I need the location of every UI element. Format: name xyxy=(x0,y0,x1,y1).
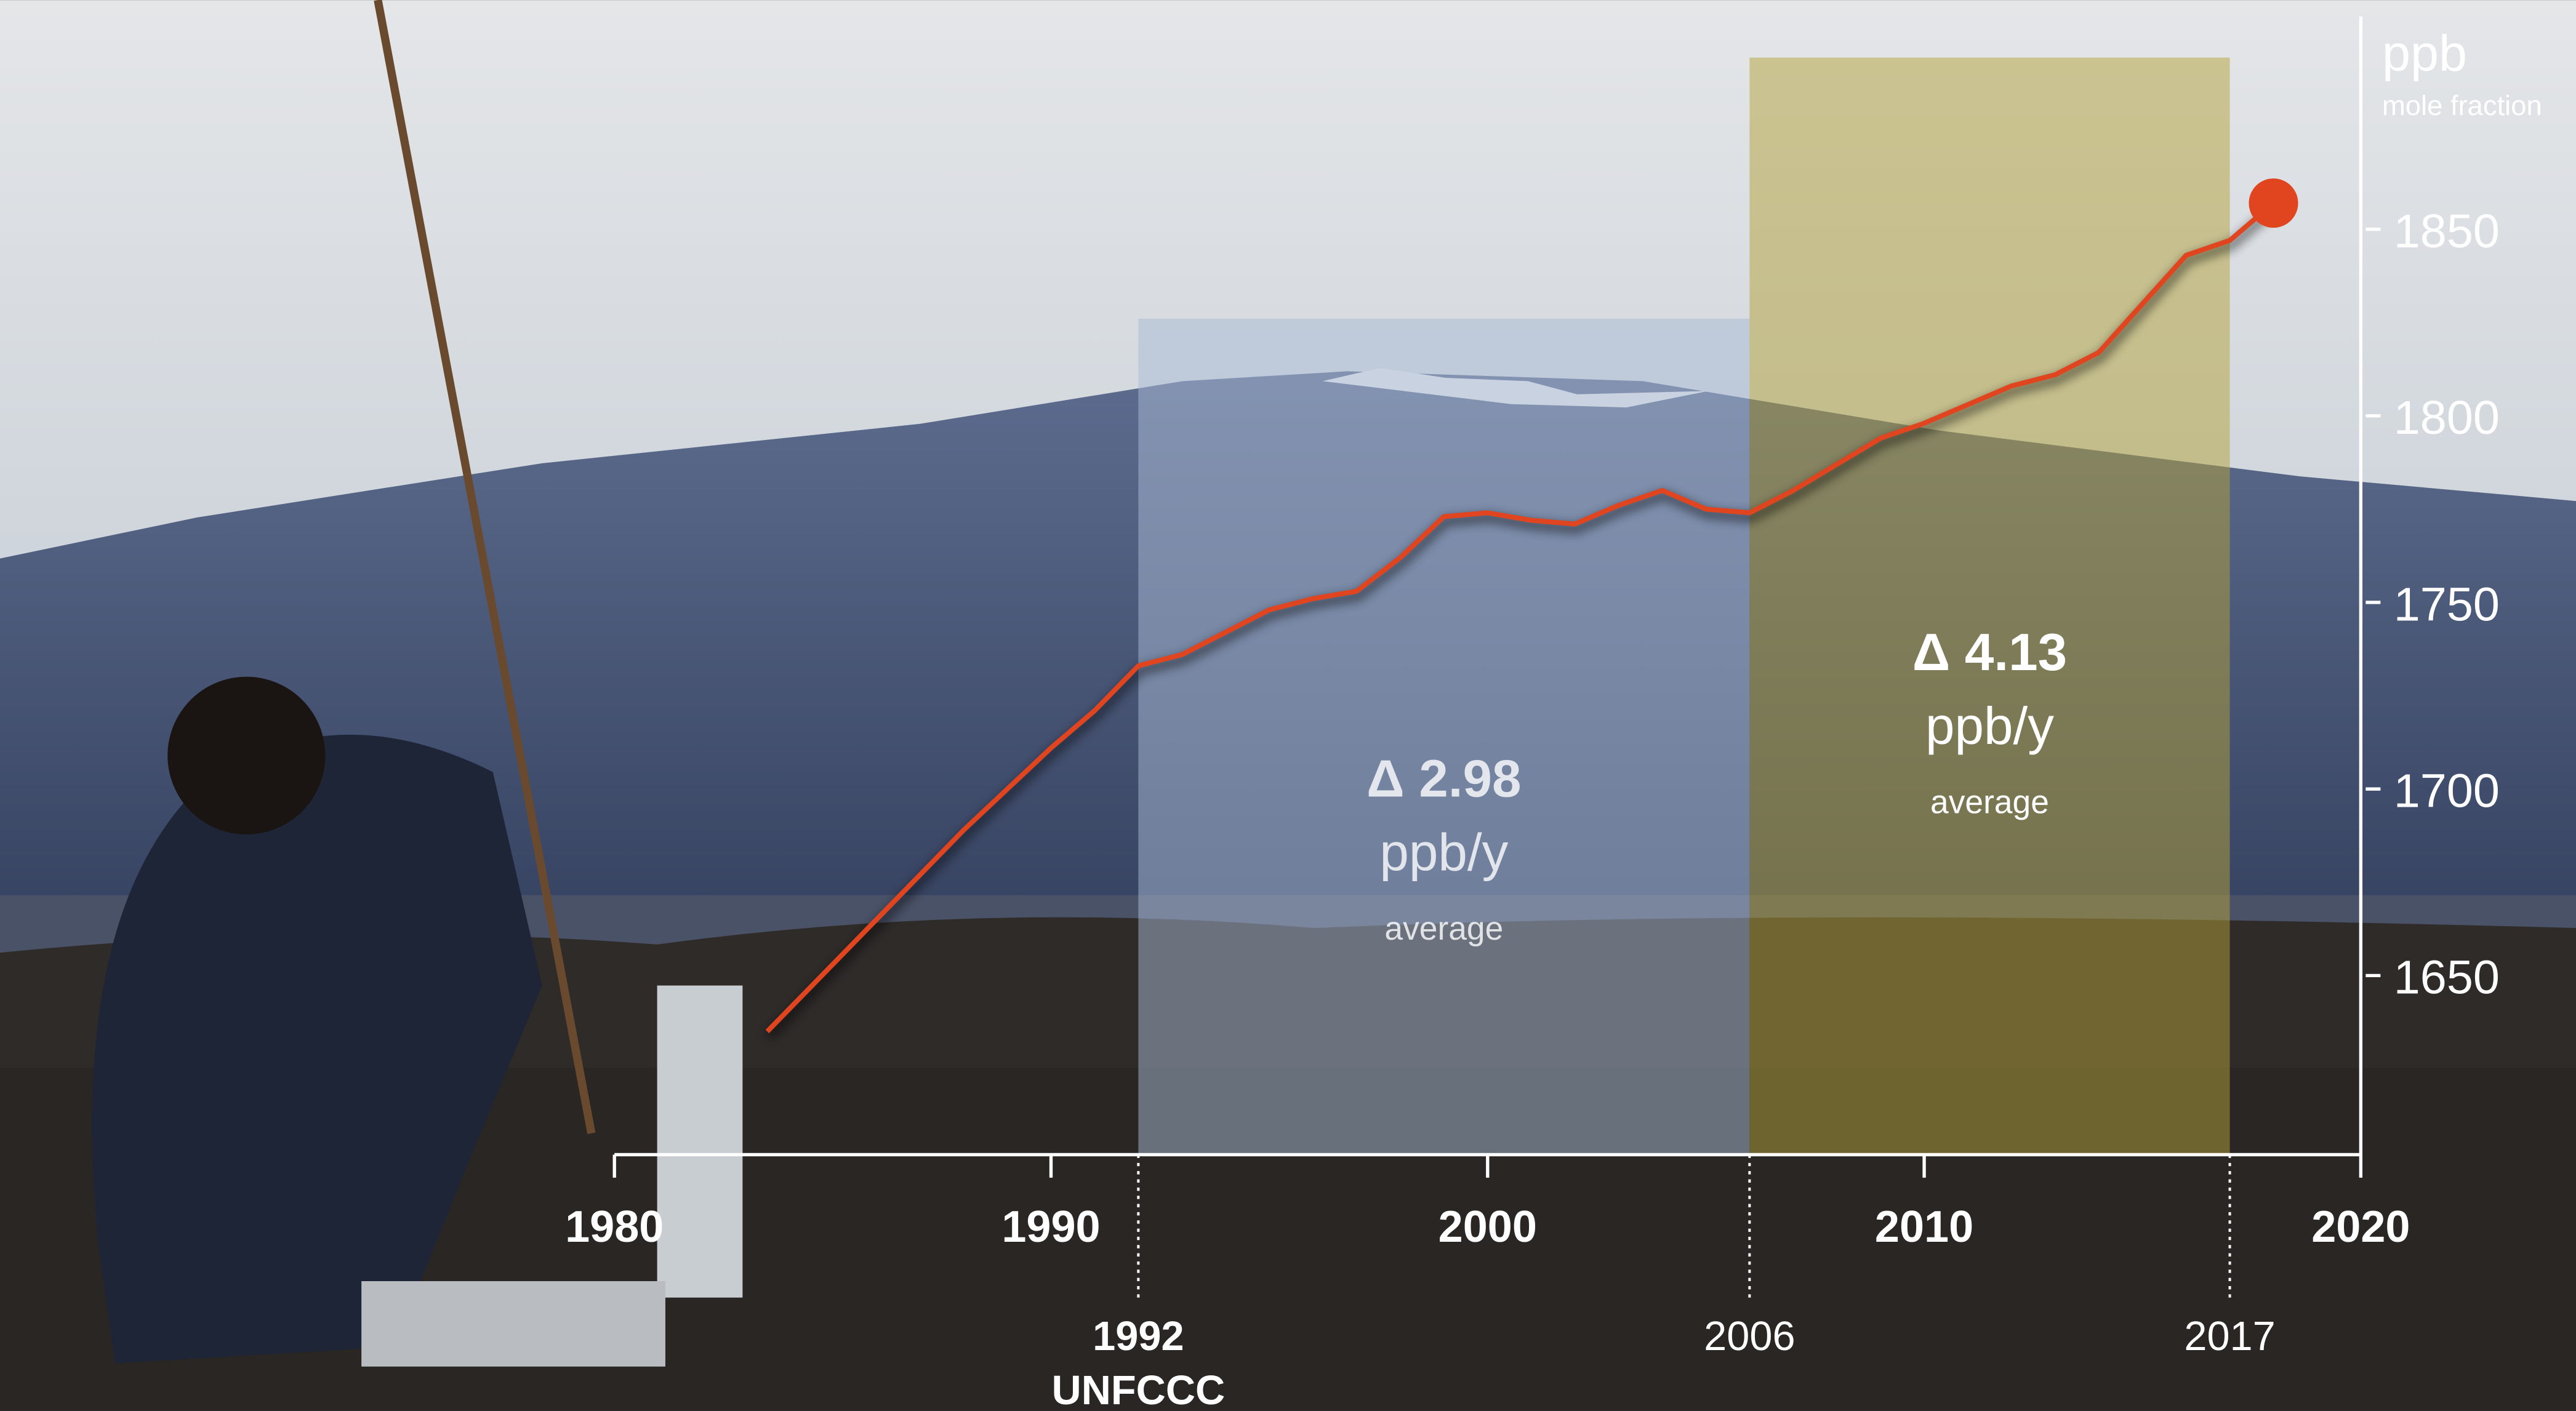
y-axis-sublabel: mole fraction xyxy=(2382,90,2542,121)
x-tick-label: 2020 xyxy=(2311,1202,2410,1252)
x-tick-label: 1990 xyxy=(1001,1202,1100,1252)
event-label: 1992 xyxy=(1093,1314,1184,1359)
line-shadow xyxy=(765,204,2279,1040)
period-unit: ppb/y xyxy=(1925,697,2054,756)
event-sublabel: UNFCCC xyxy=(1052,1368,1226,1411)
y-tick-label: 1750 xyxy=(2394,578,2500,631)
period-rate: Δ 2.98 xyxy=(1366,750,1521,809)
event-label: 2006 xyxy=(1704,1314,1795,1359)
y-tick-label: 1850 xyxy=(2394,205,2500,258)
y-tick-label: 1700 xyxy=(2394,765,2500,818)
x-tick-label: 1980 xyxy=(565,1202,664,1252)
period-rate: Δ 4.13 xyxy=(1912,623,2067,682)
period-note: average xyxy=(1930,784,2049,820)
x-tick-label: 2000 xyxy=(1438,1202,1537,1252)
period-region xyxy=(1138,318,1750,1155)
event-label: 2017 xyxy=(2184,1314,2275,1359)
y-axis-label: ppb xyxy=(2382,25,2467,82)
period-region xyxy=(1749,57,2230,1155)
period-note: average xyxy=(1384,911,1503,947)
y-tick-label: 1650 xyxy=(2394,951,2500,1004)
x-tick-label: 2010 xyxy=(1875,1202,1973,1252)
data-line xyxy=(765,201,2276,1034)
period-unit: ppb/y xyxy=(1379,824,1508,882)
y-tick-label: 1800 xyxy=(2394,391,2500,444)
end-point xyxy=(2249,178,2298,228)
